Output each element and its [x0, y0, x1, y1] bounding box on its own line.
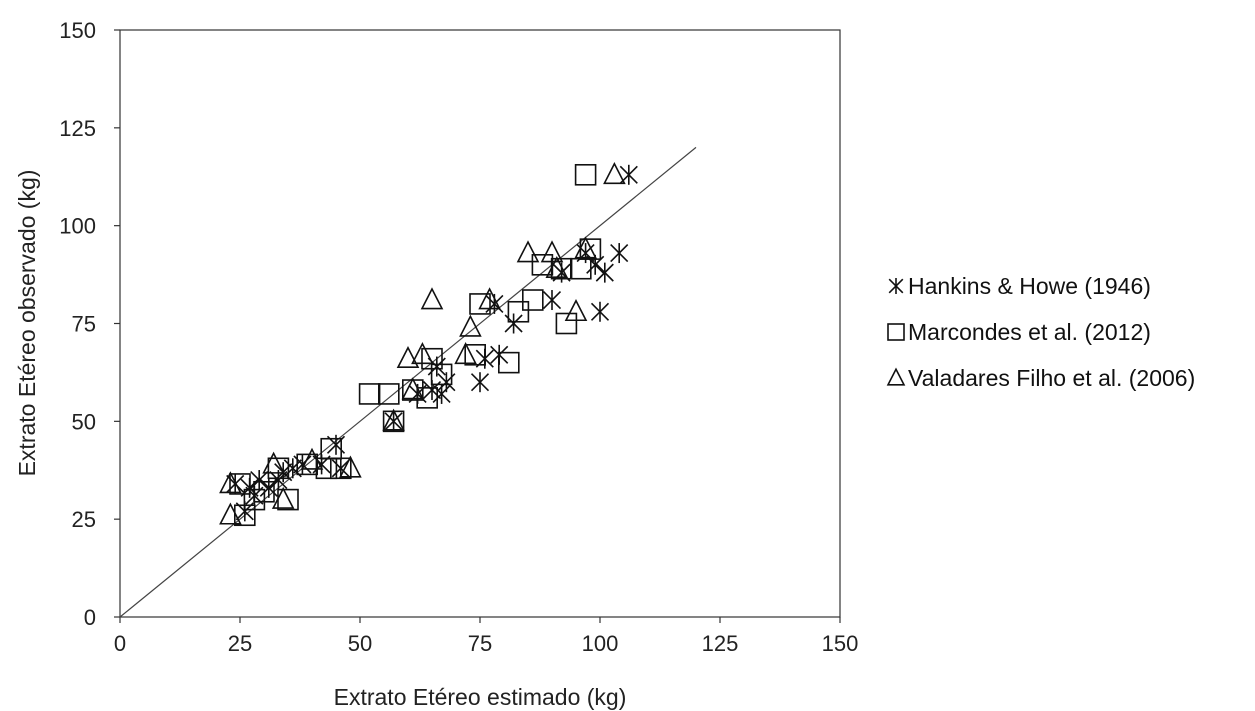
legend-asterisk-icon [888, 278, 904, 294]
one-to-one-line [119, 146, 697, 618]
asterisk-data-point [610, 243, 629, 264]
triangle-data-point [219, 471, 242, 494]
y-tick-label: 50 [72, 409, 96, 434]
asterisk-data-point [542, 290, 562, 311]
legend-label: Marcondes et al. (2012) [908, 319, 1151, 345]
square-data-point [521, 289, 544, 311]
square-data-point [469, 293, 491, 315]
triangle-data-point [382, 408, 405, 431]
square-data-point [358, 383, 381, 405]
square-data-point [555, 312, 578, 335]
legend-triangle-icon [886, 367, 906, 386]
square-data-point [229, 473, 251, 495]
square-data-point [574, 163, 597, 186]
triangle-data-point [271, 486, 295, 509]
triangle-data-point [540, 240, 564, 263]
triangle-data-point [420, 287, 444, 310]
triangle-data-point [574, 236, 597, 259]
y-tick-label: 100 [59, 214, 96, 239]
triangle-data-point [396, 345, 420, 369]
x-tick-label: 100 [582, 631, 619, 656]
triangle-data-point [262, 451, 285, 474]
x-tick-label: 50 [348, 631, 372, 656]
y-tick-label: 0 [84, 605, 96, 630]
triangle-data-point [454, 342, 477, 365]
square-data-point [497, 351, 520, 374]
triangle-data-point [219, 502, 242, 525]
square-data-point [296, 453, 319, 476]
x-tick-label: 125 [702, 631, 739, 656]
legend-label: Valadares Filho et al. (2006) [908, 365, 1195, 391]
x-tick-label: 75 [468, 631, 492, 656]
x-axis-title: Extrato Etéreo estimado (kg) [334, 684, 627, 710]
triangle-data-point [478, 287, 501, 310]
y-tick-label: 125 [59, 116, 96, 141]
y-tick-label: 75 [72, 312, 96, 337]
triangle-data-point [459, 314, 482, 337]
square-data-point [569, 257, 592, 280]
triangle-data-point [339, 455, 362, 478]
square-data-point [234, 504, 256, 527]
asterisk-data-point [595, 262, 614, 283]
y-axis-title: Extrato Etéreo observado (kg) [14, 170, 40, 477]
triangle-data-point [564, 299, 588, 322]
y-tick-label: 150 [59, 18, 96, 43]
square-data-point [464, 344, 487, 366]
triangle-data-point [401, 377, 425, 400]
triangle-data-point [411, 342, 434, 365]
legend-label: Hankins & Howe (1946) [908, 273, 1151, 299]
asterisk-data-point [470, 372, 490, 393]
legend-square-icon [887, 323, 905, 341]
triangle-data-point [603, 162, 626, 185]
square-data-point [377, 383, 400, 405]
square-data-point [267, 457, 290, 480]
y-tick-label: 25 [72, 507, 96, 532]
triangle-data-point [545, 255, 569, 279]
legend: Hankins & Howe (1946) Marcondes et al. (2… [886, 273, 1195, 391]
square-data-point [507, 300, 530, 323]
asterisk-data-point [590, 301, 610, 322]
triangle-data-point [516, 240, 540, 263]
x-tick-label: 25 [228, 631, 252, 656]
x-tick-label: 0 [114, 631, 126, 656]
asterisk-data-point [384, 411, 403, 432]
square-data-point [421, 347, 443, 370]
triangle-data-point [300, 447, 324, 470]
x-tick-label: 150 [822, 631, 859, 656]
